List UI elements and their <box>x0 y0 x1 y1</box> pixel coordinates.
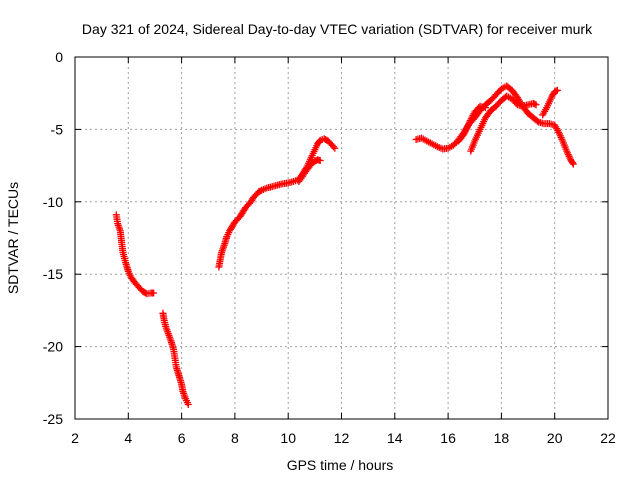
series-segment-4 <box>295 156 324 186</box>
data-point <box>330 143 338 151</box>
x-tick-label: 4 <box>124 430 132 446</box>
y-tick-label: -10 <box>43 194 63 210</box>
chart-title: Day 321 of 2024, Sidereal Day-to-day VTE… <box>82 21 593 37</box>
series-segment-6 <box>467 92 540 155</box>
x-tick-label: 22 <box>600 430 616 446</box>
x-axis-label: GPS time / hours <box>287 457 394 473</box>
grid-lines <box>75 57 608 419</box>
x-tick-label: 18 <box>494 430 510 446</box>
plot-frame <box>74 56 609 420</box>
data-point <box>533 117 541 125</box>
data-point <box>184 401 192 409</box>
data-point <box>481 104 489 112</box>
data-point <box>552 87 560 95</box>
y-tick-label: -25 <box>43 411 63 427</box>
x-tick-label: 6 <box>178 430 186 446</box>
tick-labels: 2 4 6 8 10 12 14 16 18 20 22 0 -5 -10 -15 -20 -25 <box>43 49 616 446</box>
data-point <box>553 86 561 94</box>
y-tick-label: 0 <box>55 49 63 65</box>
data-point <box>316 157 324 165</box>
series-segment-2 <box>159 309 192 409</box>
y-tick-label: -5 <box>51 121 64 137</box>
data-point <box>256 187 264 195</box>
x-tick-label: 14 <box>387 430 403 446</box>
x-tick-label: 2 <box>71 430 79 446</box>
data-point <box>331 144 339 152</box>
y-tick-label: -15 <box>43 266 63 282</box>
y-tick-label: -20 <box>43 339 63 355</box>
data-point <box>531 100 539 108</box>
data-points <box>112 82 577 409</box>
data-point <box>150 289 158 297</box>
series-segment-8 <box>539 86 561 119</box>
x-tick-label: 12 <box>334 430 350 446</box>
y-axis-label: SDTVAR / TECUs <box>5 182 21 294</box>
series-segment-1 <box>112 211 158 298</box>
series-segment-7 <box>455 102 489 145</box>
data-point <box>569 160 577 168</box>
x-tick-label: 16 <box>440 430 456 446</box>
data-point <box>532 101 540 109</box>
x-tick-label: 10 <box>280 430 296 446</box>
x-tick-label: 8 <box>231 430 239 446</box>
x-tick-label: 20 <box>547 430 563 446</box>
data-point <box>568 159 576 167</box>
